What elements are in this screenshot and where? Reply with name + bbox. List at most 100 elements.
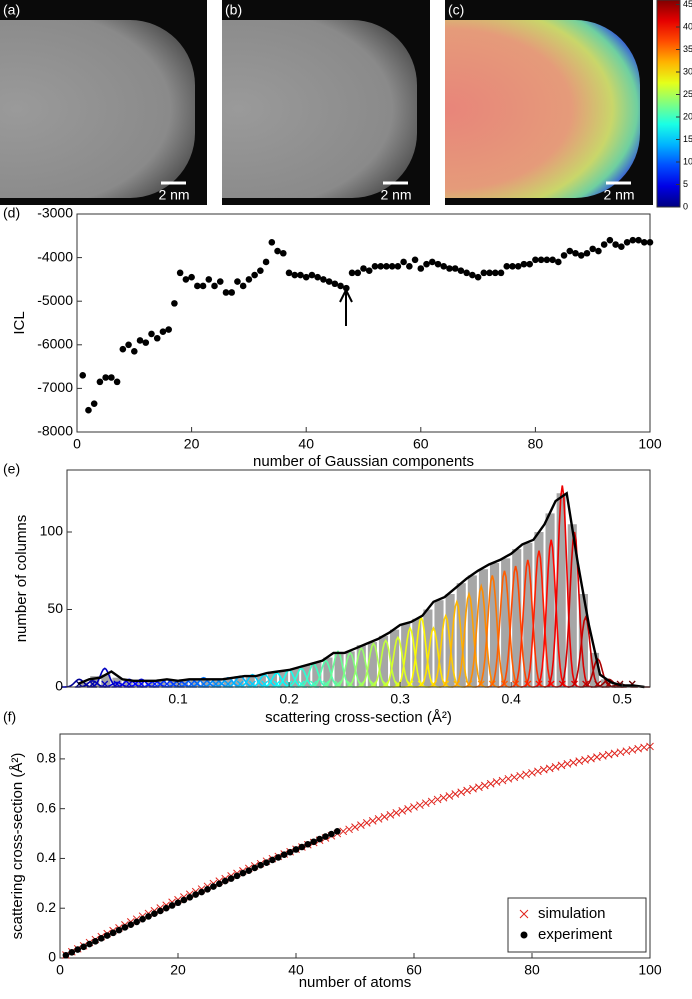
data-point <box>612 241 619 248</box>
data-point <box>121 924 129 931</box>
x-axis-label: scattering cross-section (Å²) <box>265 709 452 726</box>
x-axis-label: number of Gaussian components <box>253 453 474 470</box>
x-tick-label: 0.2 <box>279 691 299 707</box>
data-point <box>216 880 223 888</box>
data-point <box>410 803 418 811</box>
data-point <box>549 256 556 264</box>
data-point <box>90 400 98 407</box>
y-tick-label: -5000 <box>37 292 73 308</box>
data-point <box>423 260 430 268</box>
y-tick-label: 50 <box>47 600 63 616</box>
data-point <box>635 236 642 244</box>
data-point <box>528 768 536 777</box>
histogram-bar <box>512 549 522 687</box>
colorbar-tick-label: 45 <box>683 0 692 9</box>
histogram-bar <box>434 600 444 687</box>
data-point <box>445 792 454 800</box>
legend-box <box>507 897 647 953</box>
scale-label: 2 nm <box>158 187 189 203</box>
data-point <box>192 891 199 898</box>
data-point <box>551 762 560 771</box>
x-tick-label: 40 <box>298 436 314 452</box>
data-point <box>325 278 333 285</box>
data-point <box>74 946 81 953</box>
histogram-bar <box>345 651 355 687</box>
x-tick-label: 60 <box>413 436 429 452</box>
data-point <box>463 786 471 795</box>
histogram-bar <box>423 609 433 687</box>
data-point <box>239 282 247 290</box>
data-point <box>280 851 288 859</box>
histogram-bar <box>234 676 244 687</box>
data-point <box>354 269 362 277</box>
colorbar-tick-label: 20 <box>683 111 692 121</box>
colorbar-tick-label: 40 <box>683 21 692 31</box>
data-point <box>534 767 542 776</box>
data-point <box>537 256 545 264</box>
data-point <box>320 276 327 283</box>
data-point <box>463 269 470 277</box>
data-point <box>199 282 207 290</box>
data-point <box>491 269 499 277</box>
data-point <box>377 263 384 270</box>
data-point <box>337 282 344 290</box>
data-point <box>504 774 513 783</box>
data-point <box>331 280 339 288</box>
histogram-bar <box>256 674 266 687</box>
data-point <box>646 239 654 246</box>
histogram-bar <box>489 563 500 687</box>
data-point <box>268 239 276 246</box>
data-point <box>228 289 236 296</box>
data-point <box>404 805 412 813</box>
data-point <box>186 893 194 901</box>
image-a: 2 nm (a) <box>0 0 207 205</box>
data-point <box>427 797 436 806</box>
data-point <box>587 754 595 763</box>
histogram-bar <box>501 558 511 687</box>
x-axis-label: number of atoms <box>299 974 412 991</box>
histogram-bar <box>101 674 111 687</box>
histogram-bar <box>589 652 600 687</box>
scale-label: 2 nm <box>380 187 411 203</box>
data-point <box>227 875 235 882</box>
histogram-bar <box>478 569 488 687</box>
data-point <box>362 818 371 827</box>
data-point <box>634 744 643 753</box>
data-point <box>610 749 619 758</box>
data-point <box>162 904 170 912</box>
colorbar-tick-label: 30 <box>683 66 692 76</box>
data-point <box>469 784 477 793</box>
data-point <box>151 910 158 917</box>
histogram-bar <box>190 679 200 687</box>
histogram-bar <box>378 635 389 687</box>
data-point <box>262 258 270 266</box>
legend-marker <box>520 931 528 939</box>
data-point <box>257 861 264 869</box>
x-tick-label: 20 <box>184 436 200 452</box>
data-point <box>314 273 321 281</box>
histogram-bar <box>123 680 133 687</box>
data-point <box>480 781 489 790</box>
data-point <box>451 265 459 272</box>
data-point <box>555 258 562 266</box>
data-point <box>279 249 287 257</box>
data-point <box>234 278 241 285</box>
data-point <box>386 811 395 819</box>
data-point <box>357 821 365 829</box>
data-point <box>292 846 300 853</box>
data-point <box>516 771 525 780</box>
y-tick-label: -4000 <box>37 248 73 264</box>
data-point <box>572 249 579 257</box>
data-point <box>539 765 548 774</box>
data-point <box>275 854 282 861</box>
data-point <box>480 269 488 277</box>
data-point <box>595 247 602 255</box>
data-point <box>543 256 551 264</box>
data-point <box>245 276 253 283</box>
panel-label: (f) <box>3 709 16 725</box>
legend-label: experiment <box>538 926 613 943</box>
data-point <box>520 260 528 268</box>
data-point <box>194 282 201 290</box>
data-point <box>239 869 247 877</box>
